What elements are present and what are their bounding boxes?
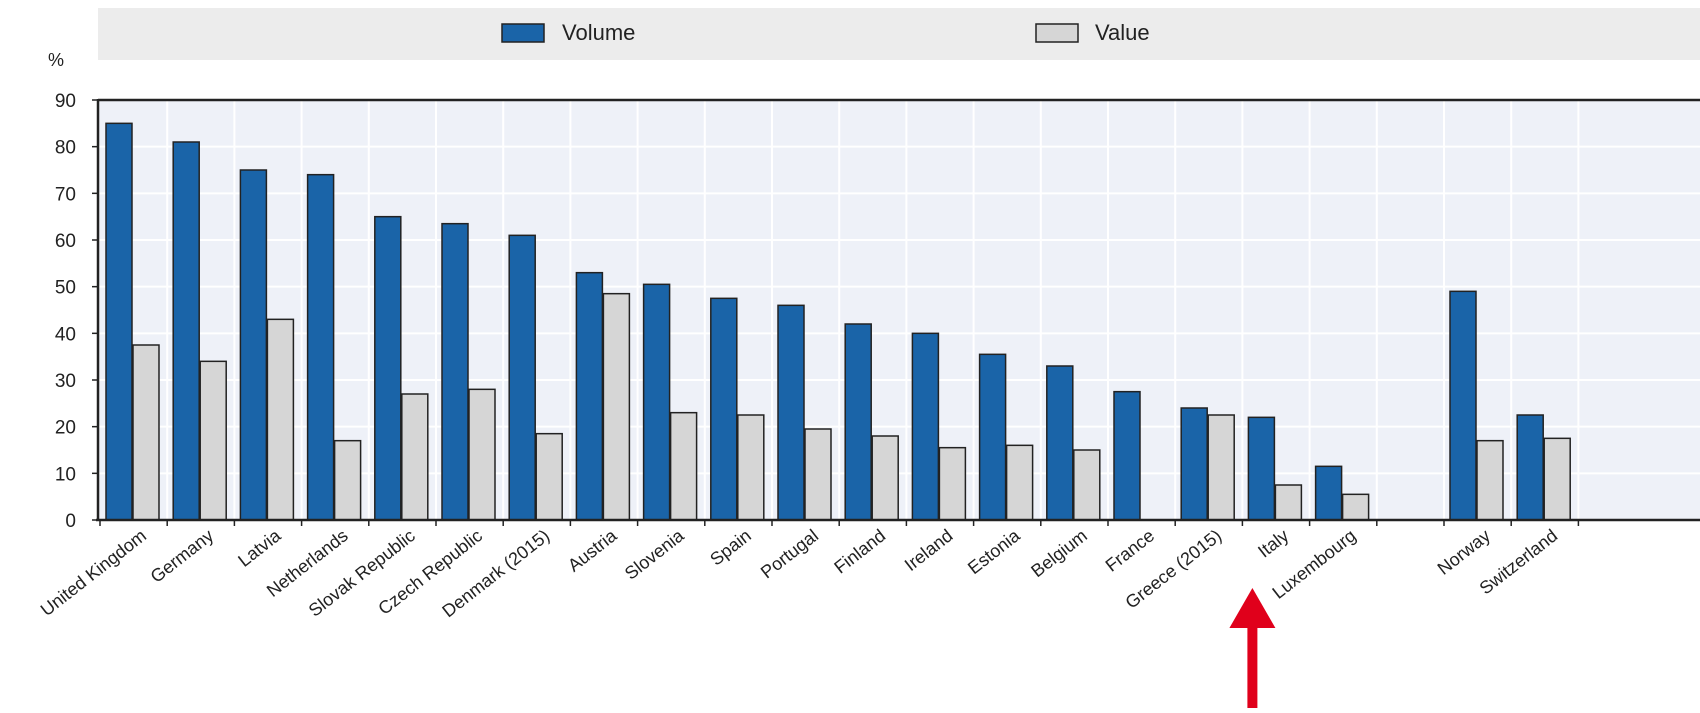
x-tick-label: Ireland (901, 525, 957, 575)
y-tick-label: 80 (55, 138, 76, 159)
bar-value (132, 344, 160, 521)
bar-volume (374, 215, 402, 521)
bar-value (401, 393, 429, 521)
bar-value (1073, 449, 1101, 521)
bar-value (1341, 493, 1370, 521)
bar-value (266, 318, 295, 521)
bars (105, 122, 1571, 521)
y-tick-label: 0 (65, 511, 76, 532)
y-axis-unit-label: % (48, 50, 64, 70)
x-tick-label: Portugal (757, 525, 822, 582)
bar-value (1005, 444, 1034, 521)
x-tick-label: Italy (1254, 525, 1292, 561)
y-tick-label: 10 (55, 464, 76, 485)
bar-value (602, 292, 631, 521)
bar-volume (642, 283, 671, 521)
x-tick-label: Spain (706, 525, 755, 569)
annotation-arrow-head (1229, 588, 1276, 628)
legend-background (98, 8, 1700, 60)
y-tick-label: 20 (55, 418, 76, 439)
x-tick-label: Belgium (1027, 525, 1091, 581)
bar-volume (1180, 407, 1208, 521)
x-tick-label: Estonia (964, 525, 1024, 578)
x-tick-label: Slovenia (621, 525, 689, 584)
bar-value (737, 414, 765, 521)
bar-volume (575, 271, 604, 521)
bar-value (1274, 484, 1303, 521)
bar-volume (306, 173, 335, 521)
x-tick-label: Norway (1434, 525, 1494, 578)
x-tick-label: Finland (830, 525, 889, 577)
x-tick-label: United Kingdom (37, 525, 150, 620)
y-tick-label: 60 (55, 231, 76, 252)
y-tick-label: 40 (55, 324, 76, 345)
bar-volume (1046, 365, 1074, 521)
gridlines (98, 100, 1700, 520)
bar-volume (105, 122, 133, 521)
bar-value (333, 439, 362, 521)
bar-value (871, 435, 899, 521)
bar-volume (1314, 465, 1343, 521)
bar-volume (508, 234, 536, 521)
bar-volume (911, 332, 940, 521)
y-tick-label: 90 (55, 91, 76, 112)
legend-label-value: Value (1095, 20, 1150, 45)
x-tick-label: France (1102, 525, 1158, 575)
bar-value (669, 411, 698, 521)
bar-value (1476, 439, 1504, 521)
bar-volume (844, 323, 872, 521)
annotation-arrow (1229, 588, 1276, 708)
bar-value (535, 432, 563, 521)
y-tick-label: 30 (55, 371, 76, 392)
x-tick-label: Austria (564, 525, 621, 576)
bar-value (804, 428, 832, 521)
x-tick-label: Latvia (234, 525, 285, 571)
y-axis-ticks: 0 10 20 30 40 50 60 70 80 90 (55, 91, 98, 532)
legend: Volume Value (501, 20, 1150, 45)
bar-volume (1516, 414, 1544, 521)
bar-value (1207, 414, 1235, 521)
bar-volume (1113, 390, 1141, 521)
plot-area-background (98, 100, 1700, 520)
legend-swatch-volume (501, 23, 545, 43)
x-tick-label: Germany (147, 525, 218, 586)
bar-value (199, 360, 227, 521)
bar-value (1543, 437, 1571, 521)
y-tick-label: 50 (55, 278, 76, 299)
bar-volume (1247, 416, 1276, 521)
bar-volume (710, 297, 738, 521)
bar-volume (777, 304, 805, 521)
bar-volume (441, 222, 469, 521)
y-tick-label: 70 (55, 184, 76, 205)
bar-volume (978, 353, 1007, 521)
legend-swatch-value (1035, 23, 1079, 43)
bar-volume (172, 141, 200, 521)
legend-label-volume: Volume (562, 20, 635, 45)
bar-volume (1449, 290, 1477, 521)
bar-value (938, 446, 967, 521)
bar-value (468, 388, 496, 521)
bar-volume (239, 169, 268, 521)
